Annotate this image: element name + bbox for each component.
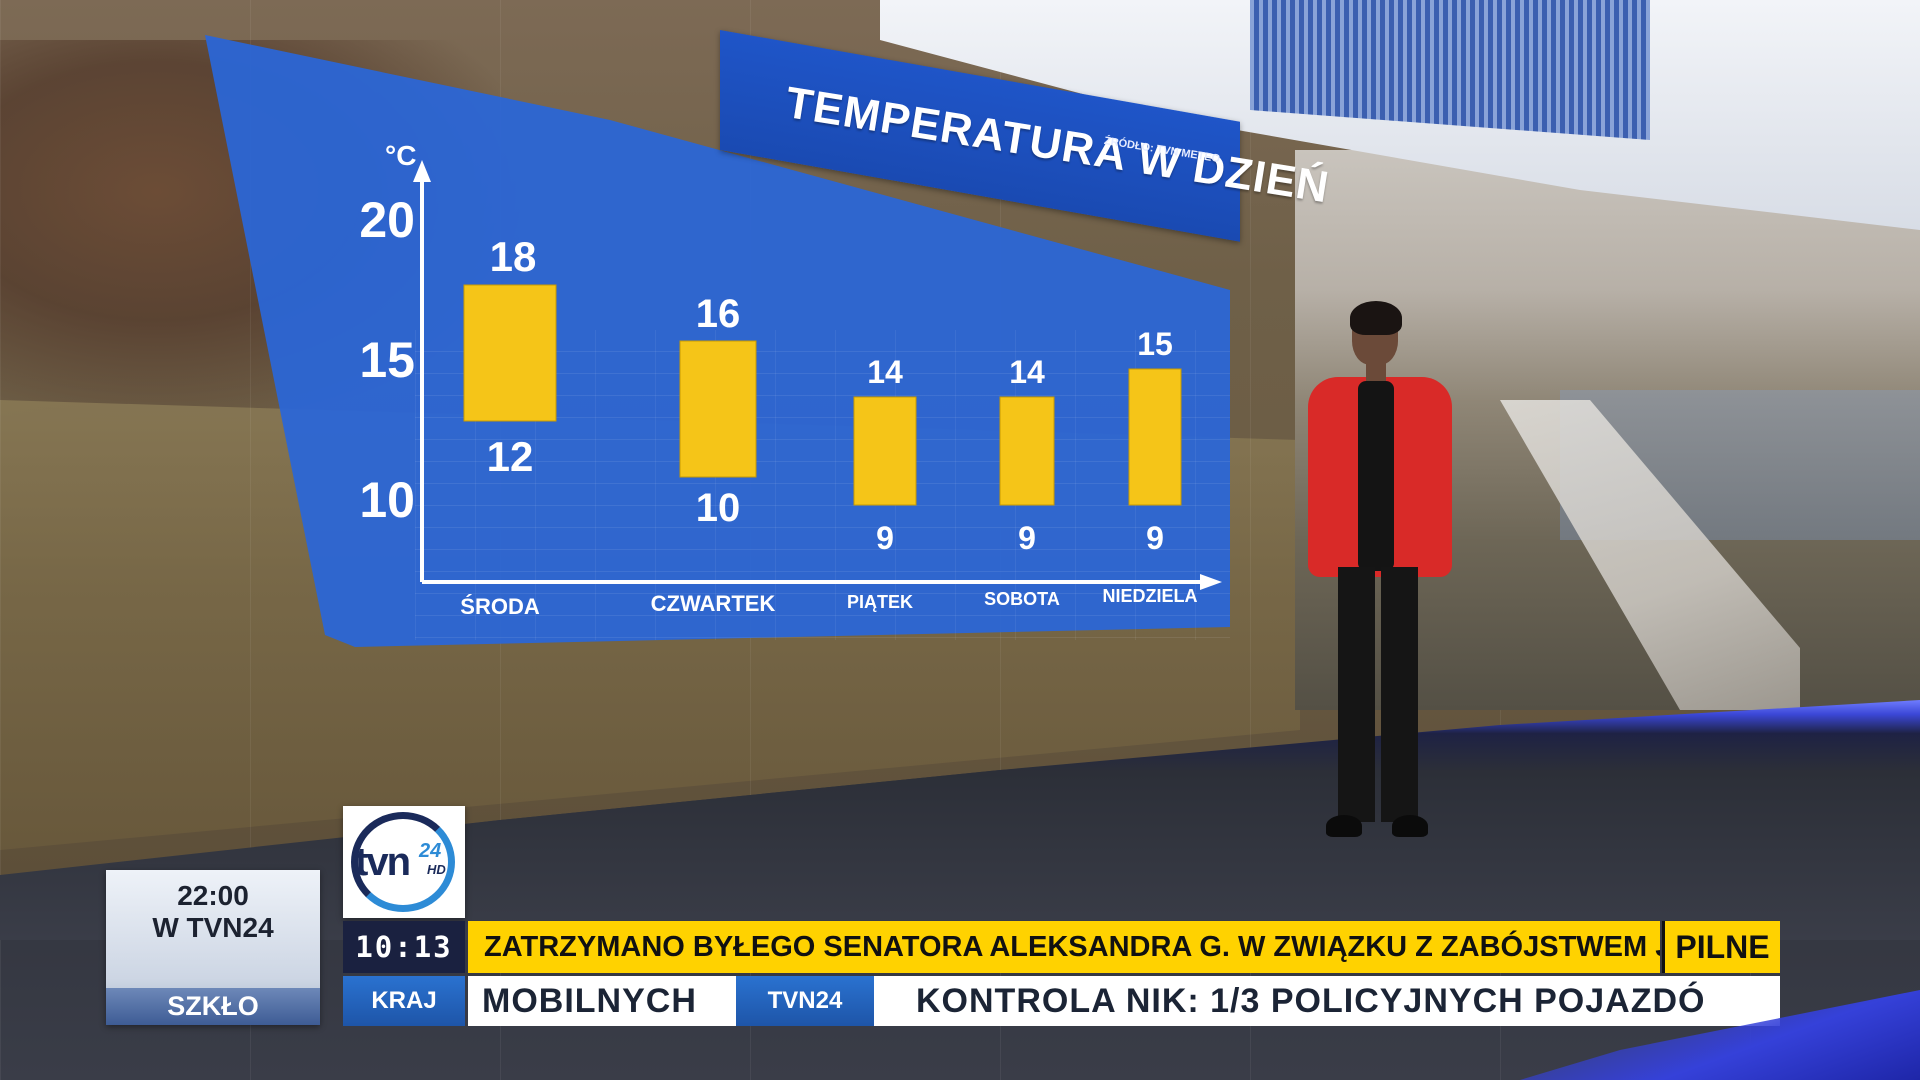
program-promo: 22:00 W TVN24 SZKŁO [106,870,320,1025]
tvn24-logo-icon: tvn 24 HD [343,806,465,918]
breaking-news-badge: PILNE [1662,921,1780,973]
promo-time: 22:00 [177,880,249,911]
section-label: KRAJ [343,976,465,1026]
logo-number: 24 [419,840,442,862]
ticker-text-left: MOBILNYCH [482,982,697,1020]
presenter-legs [1338,567,1418,822]
presenter-top [1358,381,1394,571]
presenter-neck [1366,361,1386,381]
headline-bar: ZATRZYMANO BYŁEGO SENATORA ALEKSANDRA G.… [468,921,1660,973]
promo-channel: W TVN24 [152,912,274,943]
logo-text: tvn [355,840,411,884]
ticker-text-right: KONTROLA NIK: 1/3 POLICYJNYCH POJAZDÓ [916,982,1706,1020]
logo-ring [351,812,455,912]
weather-panel-grid [415,330,1230,640]
presenter-shoe-right [1392,815,1428,837]
ticker-separator: TVN24 [736,976,874,1026]
logo-hd-badge: HD [427,862,446,877]
promo-show-title: SZKŁO [106,988,320,1025]
presenter-shoe-left [1326,815,1362,837]
clock: 10:13 [343,921,465,973]
news-ticker: MOBILNYCH TVN24 KONTROLA NIK: 1/3 POLICY… [468,976,1780,1026]
presenter-hair [1350,301,1402,335]
presenter [1300,301,1460,850]
